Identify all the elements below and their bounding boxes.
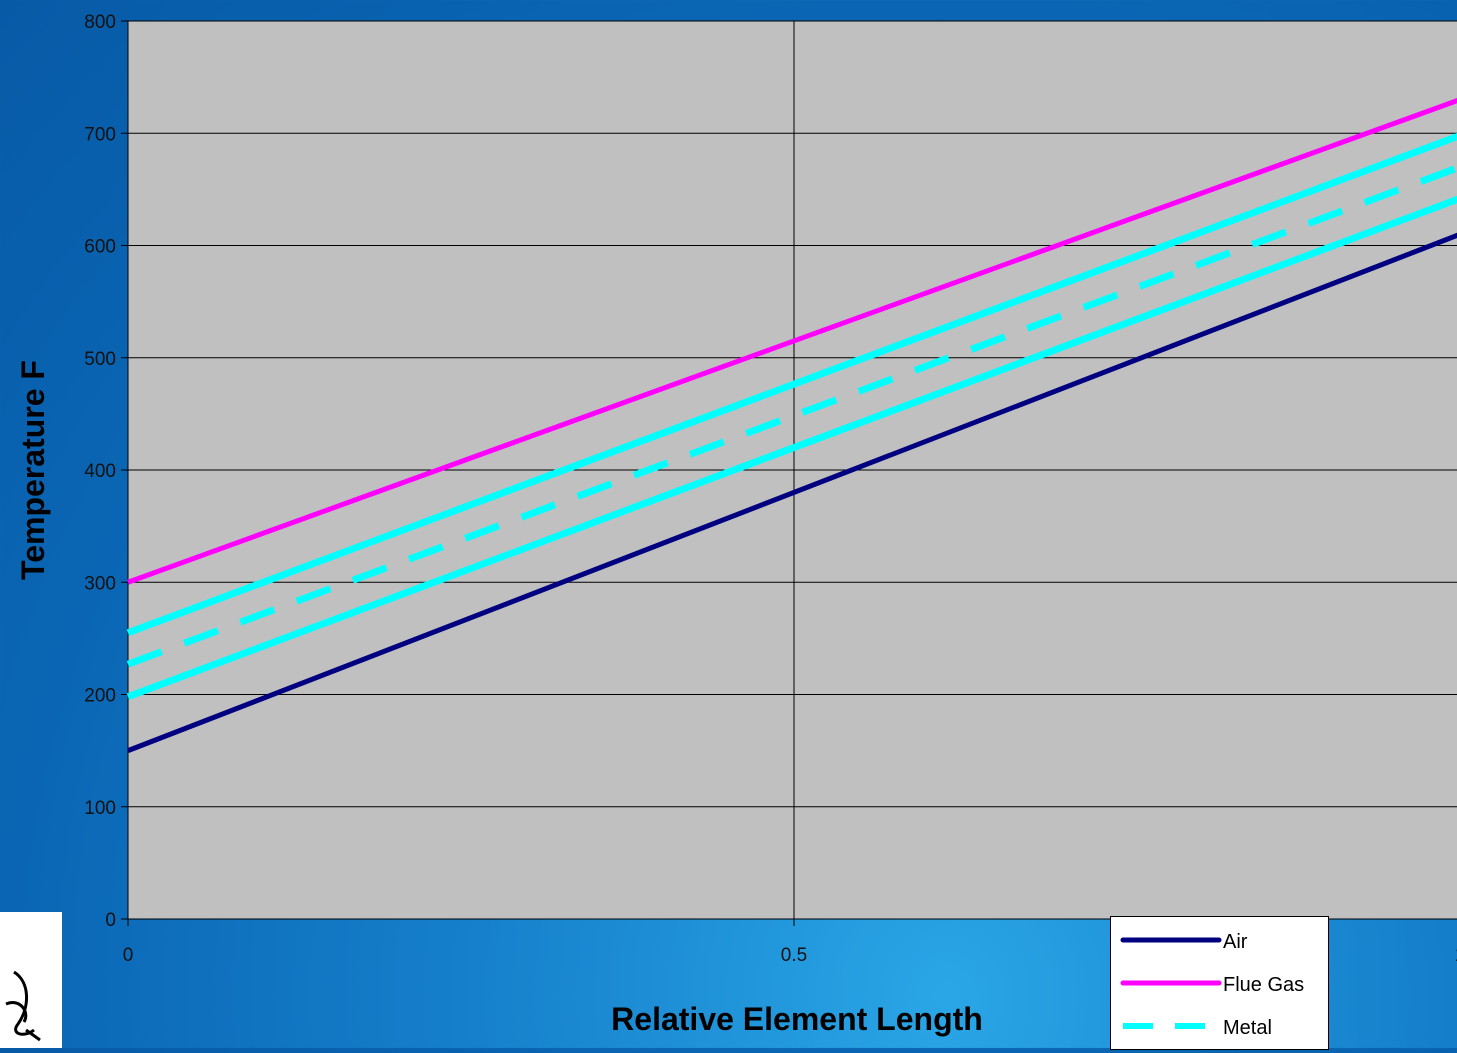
y-tick-label: 600: [84, 237, 116, 258]
series-line-unlabeled-3: [126, 132, 1457, 637]
y-tick-label: 800: [84, 12, 116, 33]
series-lines: [126, 98, 1457, 753]
legend-swatch-metal: [1123, 1023, 1219, 1029]
legend-item-flue-gas: Flue Gas: [1111, 966, 1328, 1000]
legend-label-metal: Metal: [1223, 1017, 1272, 1039]
legend: Air Flue Gas Metal: [1110, 916, 1329, 1050]
series-line-air: [127, 232, 1457, 753]
x-tick-label: 1: [1455, 945, 1457, 966]
series-line-unlabeled-4: [126, 195, 1457, 701]
y-tick-label: 300: [84, 573, 116, 594]
legend-label-air: Air: [1223, 931, 1248, 953]
legend-label-flue-gas: Flue Gas: [1223, 974, 1305, 996]
x-tick-label: 0.5: [781, 945, 807, 966]
y-axis-title: Temperature F: [15, 360, 51, 580]
legend-swatch-air: [1120, 937, 1222, 943]
x-axis-title: Relative Element Length: [611, 1001, 983, 1037]
x-tick-label: 0: [123, 945, 134, 966]
legend-swatch-flue-gas: [1120, 980, 1222, 986]
y-tick-label: 0: [105, 910, 116, 931]
legend-item-air: Air: [1111, 923, 1328, 957]
tick-labels: 0 100 200 300 400 500 600 700 800 0 0.5 1: [84, 12, 1457, 966]
logo: [0, 912, 62, 1048]
y-tick-label: 700: [84, 124, 116, 145]
y-tick-label: 500: [84, 349, 116, 370]
series-line-flue-gas: [127, 98, 1457, 585]
y-tick-label: 400: [84, 461, 116, 482]
y-tick-label: 100: [84, 798, 116, 819]
legend-item-metal: Metal: [1111, 1009, 1328, 1043]
y-tick-label: 200: [84, 686, 116, 707]
